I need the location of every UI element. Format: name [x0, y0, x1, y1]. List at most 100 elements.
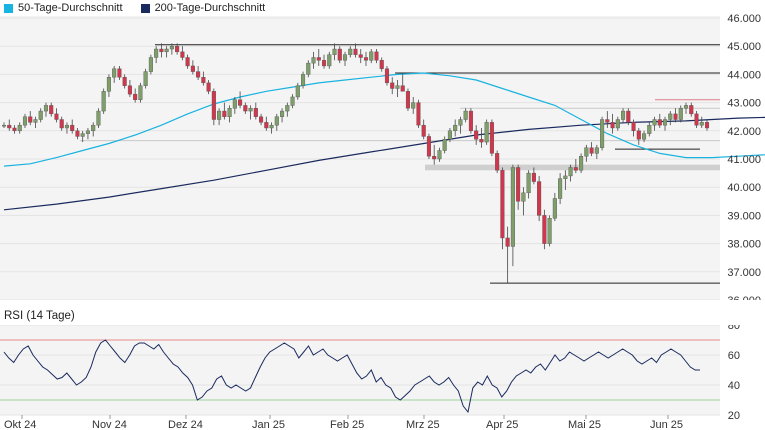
- candle-body: [85, 130, 90, 134]
- candle-body: [43, 105, 49, 112]
- candle-body: [647, 124, 652, 134]
- candle-body: [579, 155, 584, 171]
- candle-body: [678, 108, 683, 120]
- price-chart[interactable]: 36.000 37.000 38.000 39.000 40.000 41.000 42.0…: [0, 0, 765, 300]
- candle-body: [154, 48, 159, 58]
- candle-body: [531, 172, 536, 182]
- candle-body: [568, 167, 573, 177]
- x-tick-label: Mai 25: [568, 419, 601, 430]
- candle-body: [668, 113, 673, 120]
- rsi-chart[interactable]: 20 40 60 80 Okt 24 Nov 24 Dez 24 Jan 25 Feb 25 M…: [0, 325, 765, 430]
- candle-body: [248, 108, 253, 112]
- candle-body: [1, 124, 7, 127]
- legend-sma50[interactable]: 50-Tage-Durchschnitt: [4, 2, 123, 14]
- price-y-tick-label: 42.000: [727, 126, 761, 138]
- price-y-tick-label: 39.000: [727, 210, 761, 222]
- candle-body: [704, 122, 710, 129]
- candle-body: [295, 85, 300, 98]
- candle-body: [526, 172, 531, 194]
- legend-sma200-swatch: [140, 3, 150, 13]
- candle-body: [238, 99, 243, 106]
- candle-body: [164, 48, 169, 53]
- candle-body: [159, 48, 164, 53]
- candle-body: [631, 122, 636, 131]
- candle-body: [96, 110, 101, 126]
- x-tick-label: Jun 25: [650, 419, 683, 430]
- candle-body: [106, 77, 111, 92]
- candle-body: [185, 57, 190, 67]
- rsi-bands: [0, 339, 720, 401]
- candle-body: [594, 147, 599, 154]
- rsi-y-tick-label: 60: [728, 350, 740, 362]
- candle-body: [363, 57, 369, 61]
- candle-body: [112, 68, 117, 78]
- x-tick-label: Nov 24: [92, 419, 127, 430]
- rsi-line-group: [3, 339, 700, 414]
- sma50-line: [3, 72, 765, 167]
- candle-body: [196, 71, 201, 78]
- x-tick-label: Jan 25: [252, 419, 285, 430]
- candle-body: [17, 124, 22, 132]
- candle-body: [395, 85, 400, 89]
- candle-body: [495, 153, 500, 171]
- candle-body: [127, 85, 132, 95]
- price-y-tick-label: 37.000: [727, 267, 761, 279]
- candle-body: [573, 167, 578, 171]
- x-tick-label: Dez 24: [168, 419, 203, 430]
- candle-body: [657, 119, 662, 126]
- rsi-plot-area: [0, 325, 720, 415]
- candle-body: [521, 192, 526, 202]
- legend-sma200-label: 200-Tage-Durchschnitt: [154, 2, 266, 14]
- candle-body: [537, 181, 542, 216]
- candle-body: [12, 127, 17, 132]
- rsi-y-axis: 20 40 60 80: [728, 325, 740, 422]
- candle-body: [411, 102, 416, 109]
- candle-body: [699, 122, 704, 126]
- rsi-y-tick-label: 40: [728, 380, 740, 392]
- candle-body: [301, 74, 306, 86]
- x-axis: Okt 24 Nov 24 Dez 24 Jan 25 Feb 25 Mrz 25 Apr …: [4, 415, 683, 430]
- candle-body: [510, 167, 515, 247]
- rsi-y-tick-label: 20: [728, 410, 740, 422]
- candle-body: [175, 46, 180, 53]
- candle-body: [426, 136, 431, 157]
- candle-body: [269, 124, 274, 129]
- candle-body: [201, 77, 206, 84]
- candle-body: [374, 51, 379, 61]
- candle-body: [390, 82, 395, 89]
- rsi-grid: [0, 325, 720, 416]
- price-y-tick-label: 44.000: [727, 69, 761, 81]
- candle-body: [290, 96, 295, 106]
- candle-body: [217, 110, 222, 120]
- legend-sma200[interactable]: 200-Tage-Durchschnitt: [140, 2, 266, 14]
- candle-body: [468, 110, 473, 131]
- candle-body: [80, 133, 85, 137]
- candle-body: [552, 198, 557, 219]
- price-y-tick-label: 40.000: [727, 182, 761, 194]
- candle-body: [358, 54, 363, 58]
- candle-body: [169, 46, 174, 50]
- candle-body: [190, 65, 195, 72]
- candle-body: [416, 102, 421, 126]
- candle-body: [337, 48, 342, 61]
- candle-body: [138, 85, 143, 100]
- price-plot-area: [0, 16, 720, 300]
- candle-body: [479, 139, 484, 143]
- candle-body: [22, 116, 28, 126]
- candle-body: [405, 91, 410, 109]
- candle-body: [38, 110, 43, 120]
- candle-body: [54, 113, 59, 120]
- candle-body: [306, 62, 311, 75]
- candle-body: [589, 147, 594, 154]
- candle-body: [122, 77, 127, 86]
- legend-sma50-label: 50-Tage-Durchschnitt: [18, 2, 123, 14]
- rsi-y-tick-label: 80: [728, 325, 740, 332]
- candle-body: [500, 170, 505, 239]
- candle-body: [694, 113, 699, 126]
- candle-body: [484, 122, 489, 143]
- candle-body: [321, 60, 327, 67]
- x-tick-label: Mrz 25: [406, 419, 440, 430]
- x-tick-label: Okt 24: [4, 419, 36, 430]
- candle-body: [222, 110, 227, 117]
- candle-body: [683, 105, 689, 109]
